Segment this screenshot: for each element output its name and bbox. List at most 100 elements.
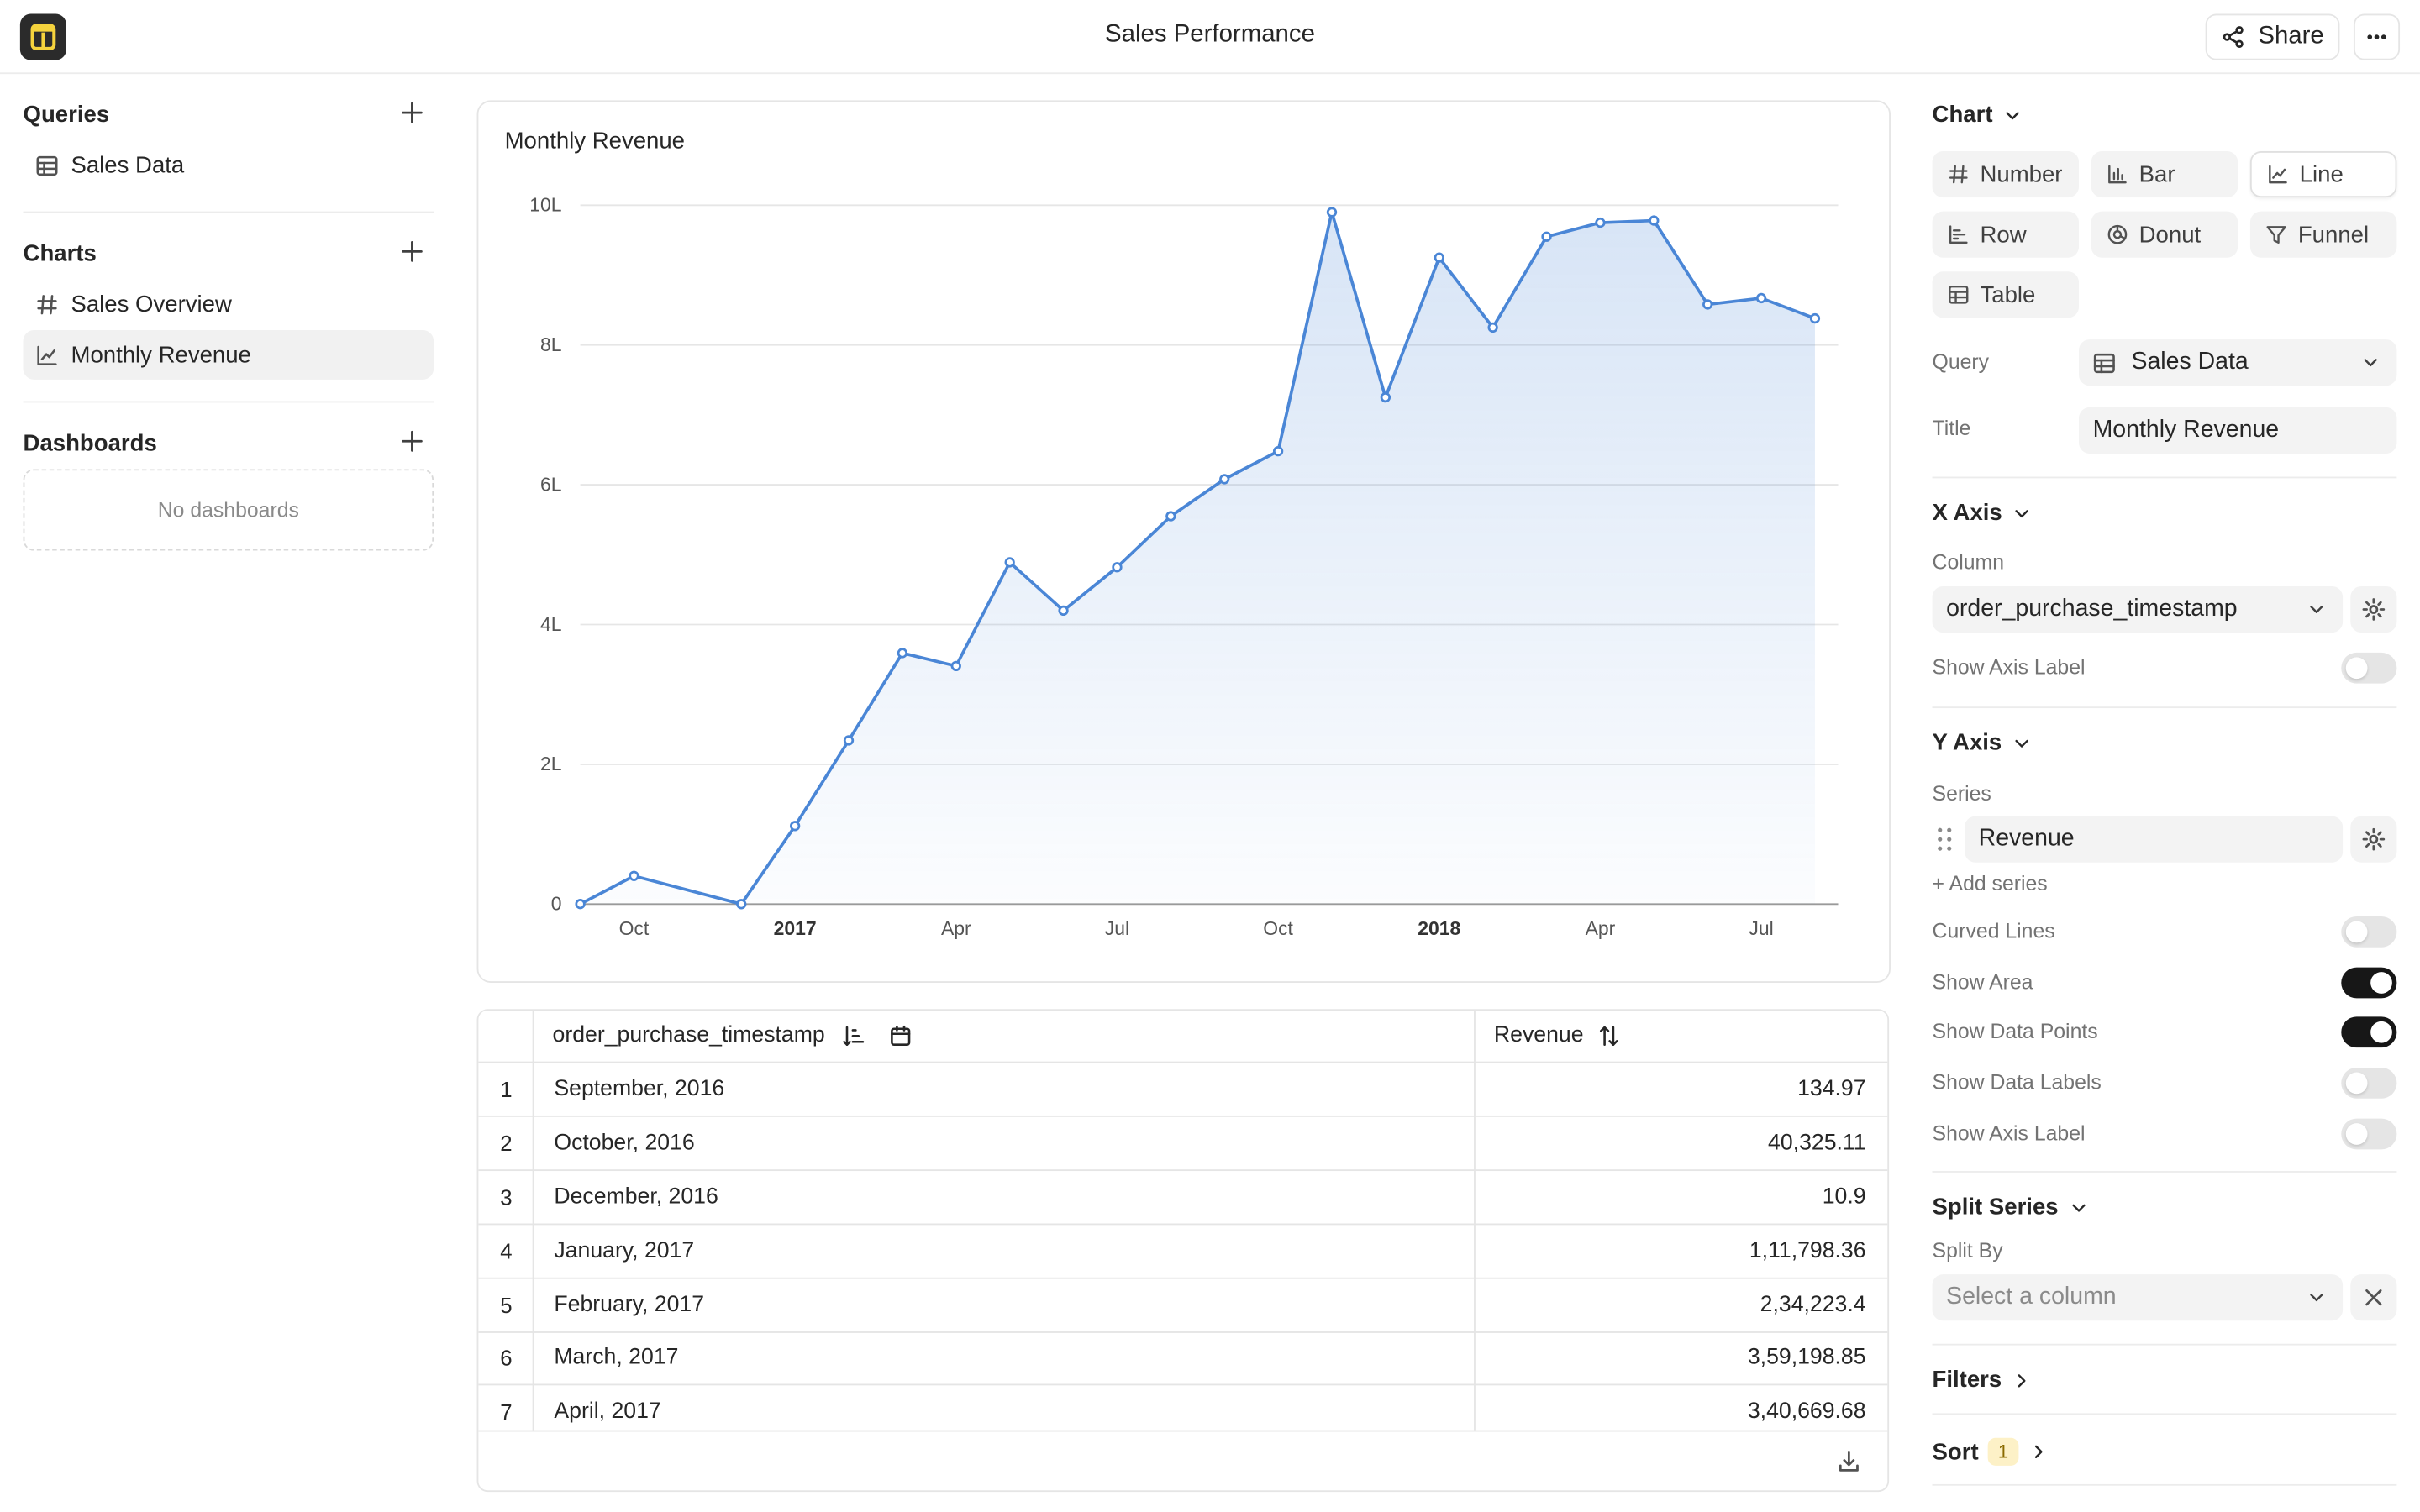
section-title: Sort <box>1932 1438 1979 1465</box>
x-tick-label: 2017 <box>774 917 817 939</box>
y-tick-label: 2L <box>540 753 562 774</box>
divider <box>23 401 434 403</box>
data-point <box>1809 312 1821 324</box>
cell-date: April, 2017 <box>554 1399 661 1425</box>
add-dashboard-button[interactable] <box>400 429 428 457</box>
series-settings-button[interactable] <box>2350 816 2397 863</box>
query-select[interactable]: Sales Data <box>2079 339 2397 386</box>
data-point <box>1165 511 1176 522</box>
data-point <box>629 870 639 881</box>
filters-section-toggle[interactable]: Filters <box>1933 1367 2033 1394</box>
column-header-revenue[interactable]: Revenue <box>1494 1023 1621 1047</box>
clear-split-button[interactable] <box>2350 1274 2397 1321</box>
split-by-placeholder: Select a column <box>1946 1284 2117 1310</box>
column-header-label: Revenue <box>1493 1022 1584 1048</box>
add-series-button[interactable]: + Add series <box>1932 871 2048 895</box>
table-row[interactable]: 5 February, 2017 2,34,223.4 <box>478 1279 1888 1333</box>
column-header-label: order_purchase_timestamp <box>552 1022 825 1048</box>
hash-icon <box>37 294 57 314</box>
chart-type-bar[interactable]: Bar <box>2091 150 2238 198</box>
table-row[interactable]: 4 January, 2017 1,11,798.36 <box>478 1225 1888 1279</box>
calendar-icon[interactable] <box>888 1024 912 1047</box>
chevron-down-icon <box>2016 509 2029 517</box>
data-point <box>1755 292 1767 304</box>
x-axis-settings-button[interactable] <box>2350 585 2397 633</box>
title-input-value: Monthly Revenue <box>2092 416 2280 444</box>
table-row[interactable]: 1 September, 2016 134.97 <box>478 1063 1888 1117</box>
row-number: 6 <box>500 1345 513 1370</box>
chart-section-toggle[interactable]: Chart <box>1933 102 2024 128</box>
chevron-down-icon <box>2364 359 2377 367</box>
x-tick-label: Oct <box>1263 917 1293 939</box>
sort-arrows-icon[interactable] <box>1597 1024 1621 1047</box>
chart-type-table[interactable]: Table <box>1932 271 2080 318</box>
column-divider <box>1474 1011 1476 1431</box>
y-axis-section-toggle[interactable]: Y Axis <box>1933 730 2033 756</box>
sort-section-toggle[interactable]: Sort 1 <box>1932 1437 2050 1466</box>
download-button[interactable] <box>1837 1449 1865 1477</box>
gear-icon <box>2362 827 2386 851</box>
show-data-points-toggle[interactable] <box>2341 1016 2397 1048</box>
page-title: Sales Performance <box>1105 21 1315 48</box>
chart-type-funnel[interactable]: Funnel <box>2249 211 2397 258</box>
cell-revenue: 1,11,798.36 <box>1749 1238 1866 1264</box>
option-label: Show Data Labels <box>1932 1070 2102 1095</box>
divider <box>1932 706 2397 709</box>
sidebar-item-sales-overview[interactable]: Sales Overview <box>24 279 434 328</box>
chart-type-donut[interactable]: Donut <box>2091 211 2238 258</box>
y-tick-label: 10L <box>529 194 561 216</box>
donut-icon <box>2107 224 2128 244</box>
table-footer <box>478 1430 1888 1491</box>
cell-revenue: 3,40,669.68 <box>1747 1399 1866 1425</box>
x-tick-label: Apr <box>941 917 971 939</box>
x-tick-label: Apr <box>1586 917 1616 939</box>
share-icon <box>2223 26 2244 49</box>
chart-card: 0 2L 4L 6L 8L 10L Oct 2017 Apr Jul Oct 2018 Apr Jul M… <box>476 100 1891 983</box>
y-tick-label: 4L <box>540 613 562 635</box>
x-axis-section-toggle[interactable]: X Axis <box>1933 500 2033 526</box>
table-row[interactable]: 7 April, 2017 3,40,669.68 <box>478 1385 1887 1439</box>
option-label: Curved Lines <box>1932 919 2055 943</box>
column-header-timestamp[interactable]: order_purchase_timestamp <box>553 1023 912 1047</box>
series-value: Revenue <box>1978 825 2075 852</box>
data-point <box>1326 207 1338 218</box>
split-series-section-toggle[interactable]: Split Series <box>1933 1194 2090 1221</box>
title-input[interactable]: Monthly Revenue <box>2079 407 2397 454</box>
sort-ascending-icon[interactable] <box>842 1024 865 1047</box>
bar-chart-icon <box>2108 165 2127 184</box>
sidebar-item-monthly-revenue[interactable]: Monthly Revenue <box>23 330 434 380</box>
table-header: order_purchase_timestamp Revenue <box>478 1011 1888 1063</box>
sidebar-item-sales-data[interactable]: Sales Data <box>24 140 434 190</box>
divider <box>23 211 434 213</box>
data-point <box>897 648 908 659</box>
share-button[interactable]: Share <box>2205 13 2340 60</box>
chart-type-label: Funnel <box>2297 221 2370 248</box>
sort-count-badge: 1 <box>1987 1437 2019 1466</box>
table-row[interactable]: 3 December, 2016 10.9 <box>478 1171 1888 1226</box>
x-show-axis-label-toggle[interactable] <box>2341 652 2397 684</box>
split-by-label: Split By <box>1932 1238 2003 1263</box>
plus-icon <box>402 102 423 123</box>
split-by-select[interactable]: Select a column <box>1932 1274 2344 1321</box>
app-logo[interactable] <box>19 13 66 60</box>
curved-lines-toggle[interactable] <box>2341 916 2397 948</box>
data-point <box>1702 299 1713 310</box>
table-row[interactable]: 2 October, 2016 40,325.11 <box>478 1117 1888 1172</box>
add-query-button[interactable] <box>400 100 428 128</box>
chart-type-row[interactable]: Row <box>1932 211 2080 258</box>
show-area-toggle[interactable] <box>2341 967 2397 999</box>
divider <box>1932 1343 2397 1346</box>
y-show-axis-label-toggle[interactable] <box>2341 1118 2397 1150</box>
more-options-button[interactable] <box>2353 13 2401 60</box>
drag-handle-icon[interactable] <box>1933 826 1955 853</box>
cell-date: February, 2017 <box>554 1293 705 1318</box>
show-data-labels-toggle[interactable] <box>2341 1067 2397 1099</box>
chart-type-number[interactable]: Number <box>1932 150 2080 198</box>
chart-type-label: Donut <box>2139 221 2202 248</box>
add-chart-button[interactable] <box>400 239 428 267</box>
series-input[interactable]: Revenue <box>1965 816 2344 863</box>
divider <box>1932 1413 2397 1415</box>
x-column-select[interactable]: order_purchase_timestamp <box>1932 585 2344 633</box>
chart-type-line[interactable]: Line <box>2249 150 2397 198</box>
table-row[interactable]: 6 March, 2017 3,59,198.85 <box>478 1331 1888 1386</box>
